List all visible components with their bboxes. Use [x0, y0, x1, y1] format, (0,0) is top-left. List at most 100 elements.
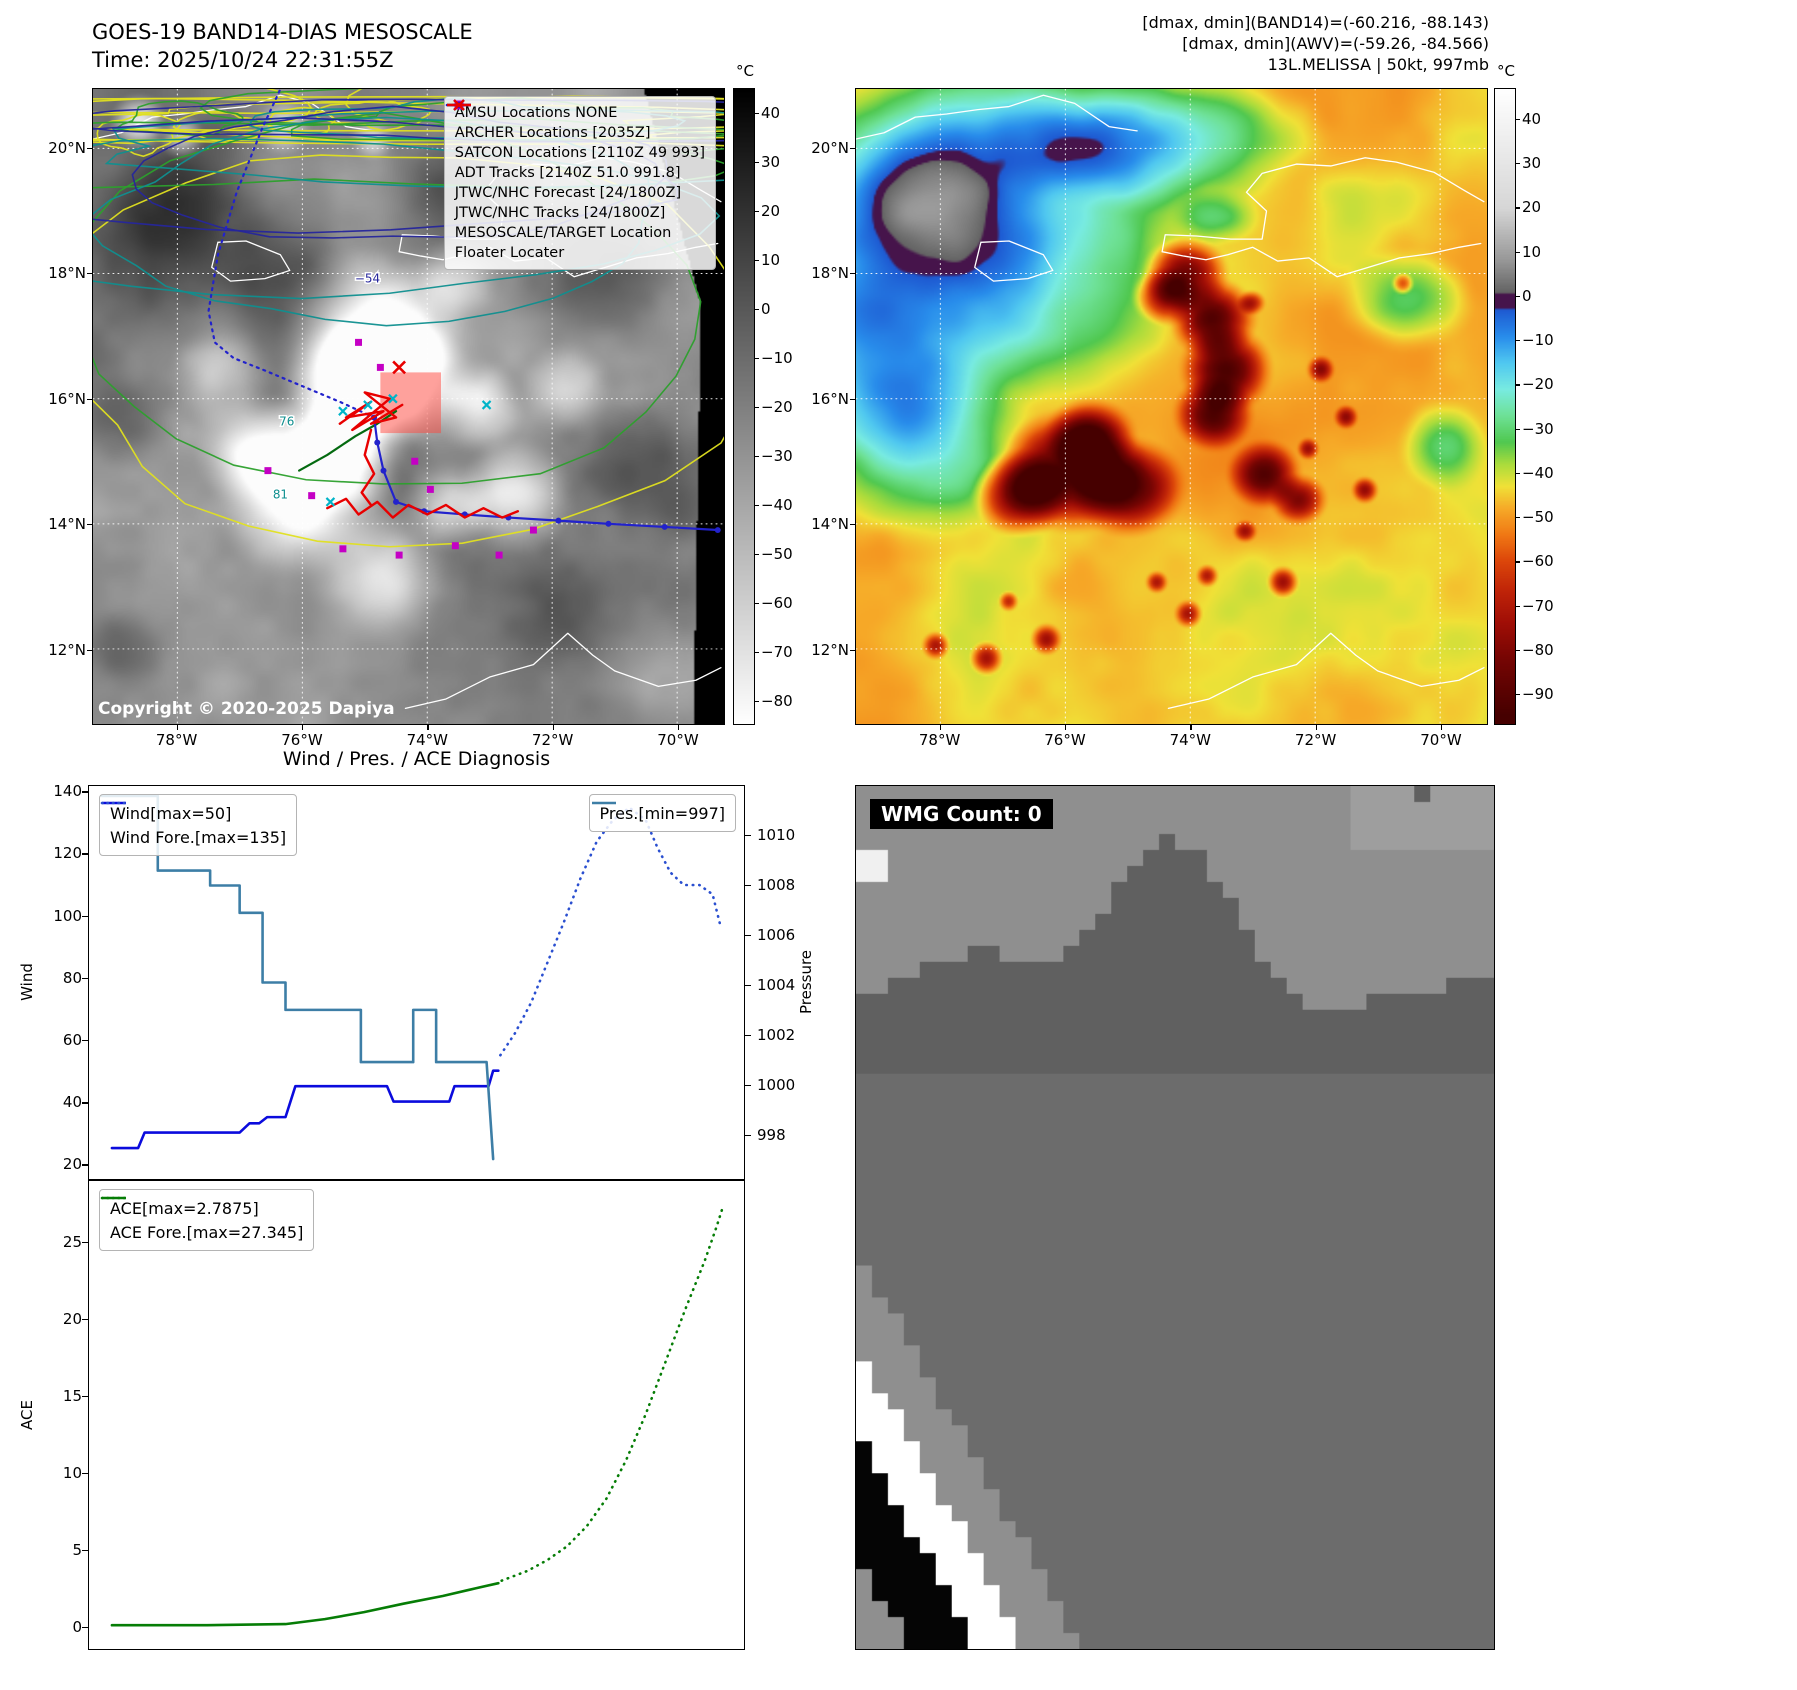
axis-tick: [82, 1626, 88, 1629]
axis-tick: [755, 406, 759, 408]
series-ace: [110, 1581, 500, 1627]
awv-colorbar-tick: 20: [1522, 198, 1542, 217]
axis-tick: [1315, 725, 1317, 730]
axis-tick: [1516, 649, 1520, 652]
lat-tick-label: 12°N: [811, 640, 849, 659]
axis-tick: [755, 700, 759, 702]
axis-tick: [745, 1135, 751, 1137]
contour-line: [96, 113, 182, 158]
jtwc-track-point: [374, 439, 381, 446]
lat-tick-label: 20°N: [48, 138, 86, 157]
lat-tick-label: 14°N: [48, 515, 86, 534]
axis-tick: [552, 725, 554, 730]
archer-amsu-marker: [411, 457, 419, 465]
awv-colorbar-unit: °C: [1497, 62, 1515, 80]
lat-tick-label: 18°N: [48, 264, 86, 283]
lat-tick-label: 18°N: [811, 264, 849, 283]
axis-tick: [755, 455, 759, 457]
mesoscale-target-x: [392, 360, 407, 375]
pressure-ytick: 1000: [757, 1076, 796, 1094]
axis-tick: [82, 1040, 88, 1042]
band14-colorbar-tick: 30: [761, 152, 781, 171]
contour-label: 81: [273, 488, 288, 502]
coastline: [211, 240, 291, 282]
archer-amsu-marker: [395, 551, 403, 559]
lon-tick-label: 72°W: [531, 731, 574, 749]
band14-legend: AMSU Locations NONE ARCHER Locations [203…: [443, 96, 716, 270]
legend-label: ARCHER Locations [2035Z]: [454, 125, 651, 141]
band14-colorbar-tick: 20: [761, 201, 781, 220]
archer-amsu-marker: [451, 542, 459, 550]
contour-line: [345, 89, 724, 147]
series-wind: [110, 1069, 500, 1150]
band14-colorbar-tick: 0: [761, 299, 771, 318]
axis-tick: [1516, 295, 1520, 298]
axis-tick: [82, 791, 88, 793]
awv-header-storm: 13L.MELISSA | 50kt, 997mb: [1267, 55, 1489, 74]
legend-label: SATCON Locations [2110Z 49 993]: [454, 145, 705, 161]
legend-label: Wind[max=50]: [110, 803, 232, 823]
lat-tick-label: 14°N: [811, 515, 849, 534]
awv-colorbar-tick: −40: [1522, 463, 1554, 482]
series-pres-: [100, 794, 495, 1161]
awv-overlay: [856, 89, 1487, 724]
axis-tick: [87, 273, 92, 275]
floater-track: [360, 428, 376, 507]
mesoscale-target-box: [380, 372, 441, 434]
axis-tick: [850, 398, 855, 400]
coastline: [856, 94, 1138, 140]
satcon-marker: [325, 497, 336, 507]
pressure-ytick: 1010: [757, 826, 796, 844]
archer-amsu-marker: [339, 545, 347, 553]
axis-tick: [1064, 725, 1067, 730]
axis-tick: [82, 1164, 88, 1166]
ace-ytick: 5: [72, 1540, 82, 1559]
band14-time: Time: 2025/10/24 22:31:55Z: [92, 48, 394, 72]
axis-tick: [87, 147, 92, 149]
band14-colorbar-tick: −70: [761, 642, 793, 661]
axis-tick: [176, 725, 178, 730]
lon-tick-label: 78°W: [155, 731, 198, 749]
band14-colorbar-tick: −30: [761, 446, 793, 465]
archer-amsu-marker: [355, 338, 363, 346]
contour-line: [199, 89, 724, 135]
axis-tick: [1516, 384, 1520, 386]
contour-label: −54: [355, 272, 380, 286]
axis-tick: [745, 1035, 751, 1037]
legend-label: ACE[max=2.7875]: [110, 1198, 259, 1218]
archer-amsu-marker: [529, 526, 537, 534]
wind-legend: Wind[max=50] Wind Fore.[max=135]: [99, 794, 298, 856]
wind-ytick: 80: [62, 968, 82, 987]
axis-tick: [745, 985, 751, 987]
series-ace-fore-: [500, 1204, 725, 1582]
jtwc-track-point: [555, 517, 562, 524]
legend-item: Wind Fore.[max=135]: [100, 801, 286, 849]
archer-amsu-marker: [495, 551, 503, 559]
ace-ytick: 15: [62, 1386, 82, 1405]
axis-tick: [755, 259, 759, 261]
band14-colorbar-tick: −80: [761, 691, 793, 710]
axis-tick: [745, 835, 751, 837]
pressure-ytick: 998: [757, 1126, 786, 1144]
awv-colorbar-tick: −80: [1522, 640, 1554, 659]
axis-tick: [1516, 340, 1520, 342]
lon-tick-label: 74°W: [406, 731, 448, 749]
awv-header-line1: [dmax, dmin](BAND14)=(-60.216, -88.143): [1142, 13, 1489, 32]
awv-colorbar: [1494, 88, 1516, 725]
pressure-ytick: 1006: [757, 926, 796, 944]
band14-colorbar-tick: 10: [761, 250, 781, 269]
axis-tick: [427, 725, 429, 730]
axis-tick: [82, 1472, 88, 1475]
awv-colorbar-tick: −50: [1522, 508, 1554, 527]
awv-header-line2: [dmax, dmin](AWV)=(-59.26, -84.566): [1182, 34, 1489, 53]
lon-tick-label: 76°W: [1044, 731, 1086, 749]
wind-axis-label: Wind: [18, 963, 36, 1001]
axis-tick: [1516, 517, 1520, 519]
axis-tick: [82, 1241, 88, 1243]
legend-label: JTWC/NHC Forecast [24/1800Z]: [454, 185, 682, 201]
axis-tick: [301, 725, 304, 730]
lat-tick-label: 20°N: [811, 138, 849, 157]
floater-track: [326, 497, 520, 519]
legend-item: Floater Locater: [446, 103, 705, 263]
